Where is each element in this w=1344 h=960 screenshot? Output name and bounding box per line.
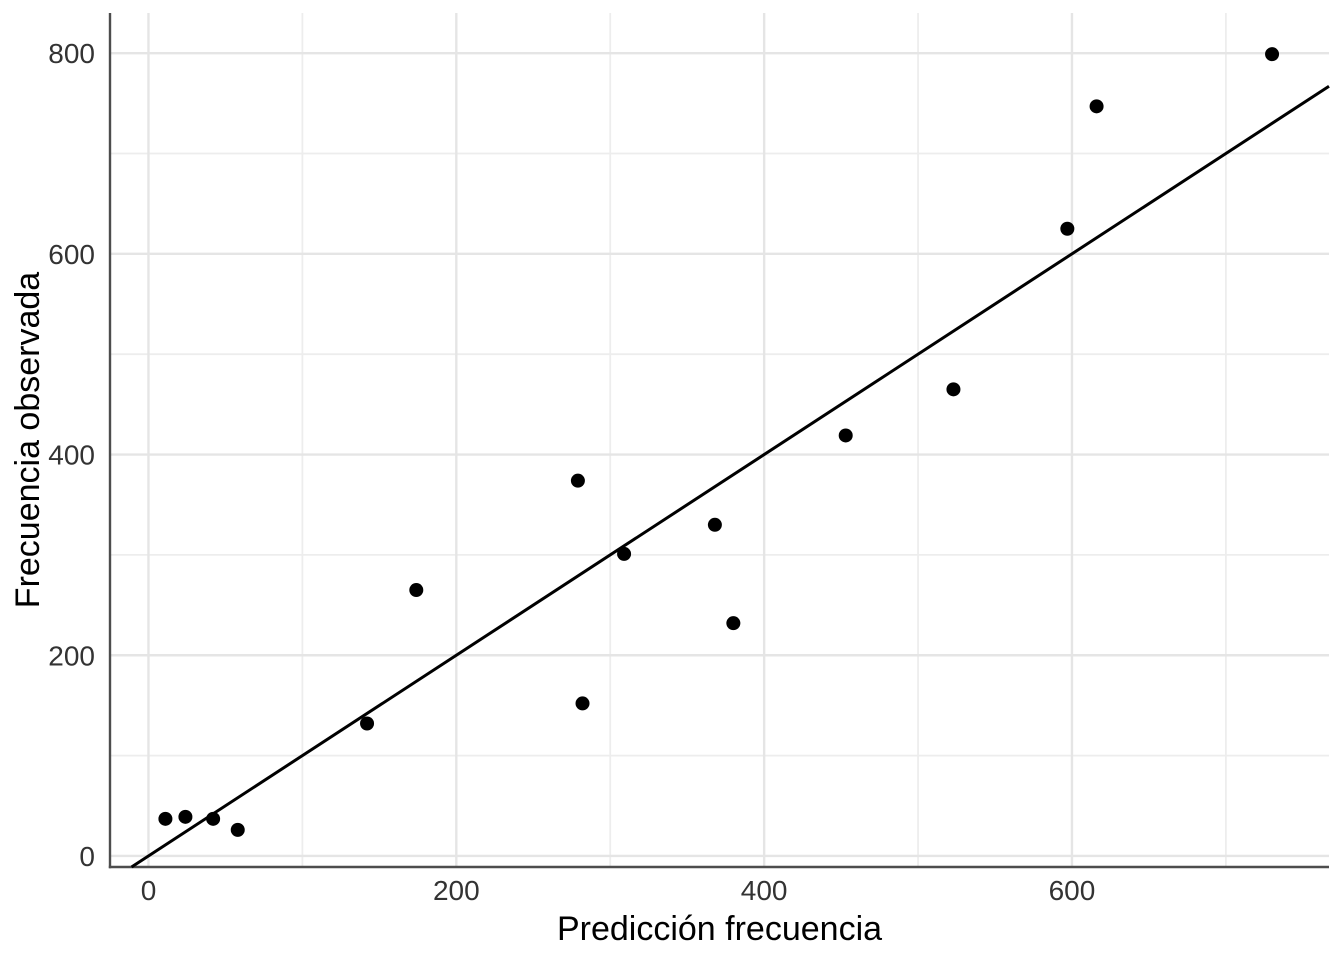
data-points-group [158, 47, 1280, 837]
identity-reference-line [130, 85, 1330, 869]
data-point [707, 517, 722, 532]
data-point [230, 822, 245, 837]
y-tick-label: 800 [48, 38, 95, 69]
x-tick-label: 600 [1049, 875, 1096, 906]
data-point [178, 809, 193, 824]
y-tick-label: 600 [48, 239, 95, 270]
data-point [206, 811, 221, 826]
data-point [838, 428, 853, 443]
y-tick-label: 200 [48, 640, 95, 671]
gridlines-major [110, 13, 1329, 867]
data-point [570, 473, 585, 488]
data-point [1089, 99, 1104, 114]
data-point [617, 546, 632, 561]
y-tick-label: 0 [79, 841, 95, 872]
x-axis-tick-labels: 0 200 400 600 [141, 875, 1096, 906]
data-point [575, 696, 590, 711]
data-point [726, 616, 741, 631]
x-tick-label: 0 [141, 875, 157, 906]
x-axis-title: Predicción frecuencia [557, 910, 882, 948]
y-tick-label: 400 [48, 440, 95, 471]
data-point [409, 583, 424, 598]
data-point [946, 382, 961, 397]
x-tick-label: 200 [433, 875, 480, 906]
data-point [1265, 47, 1280, 62]
data-point [158, 811, 173, 826]
y-axis-title: Frecuencia observada [9, 272, 47, 609]
x-tick-label: 400 [741, 875, 788, 906]
data-point [1060, 221, 1075, 236]
y-axis-tick-labels: 0 200 400 600 800 [48, 38, 95, 872]
gridlines-minor [110, 13, 1329, 867]
data-point [360, 716, 375, 731]
